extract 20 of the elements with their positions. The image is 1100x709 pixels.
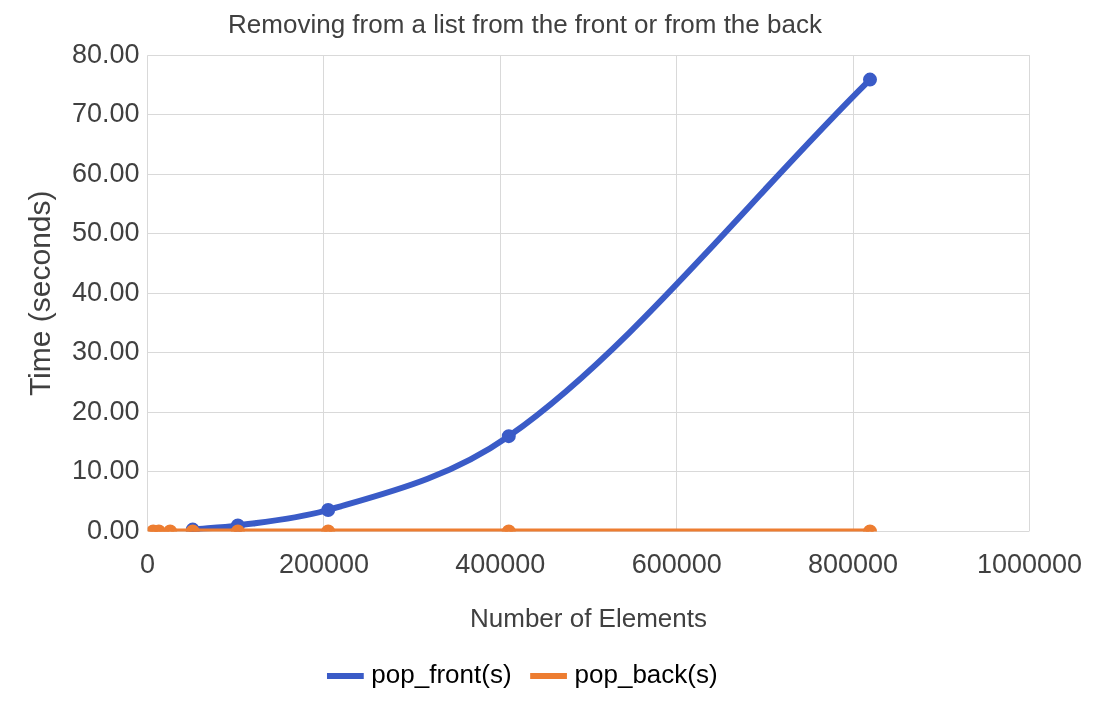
y-tick-label: 40.00 bbox=[71, 276, 140, 307]
legend-label: pop_back(s) bbox=[574, 659, 718, 690]
y-tick-label: 70.00 bbox=[71, 98, 140, 129]
y-tick-label: 0.00 bbox=[87, 514, 140, 545]
y-tick-label: 30.00 bbox=[71, 336, 140, 367]
y-tick-label: 80.00 bbox=[71, 38, 140, 69]
x-axis-title: Number of Elements bbox=[470, 602, 707, 633]
chart-title: Removing from a list from the front or from the back bbox=[228, 8, 823, 39]
x-tick-label: 0 bbox=[140, 549, 156, 580]
x-tick-label: 800000 bbox=[808, 549, 899, 580]
legend-label: pop_front(s) bbox=[371, 659, 512, 690]
y-tick-label: 20.00 bbox=[71, 395, 140, 426]
y-axis-title: Time (seconds) bbox=[23, 190, 57, 397]
x-tick-label: 600000 bbox=[631, 549, 722, 580]
y-tick-label: 50.00 bbox=[71, 217, 140, 248]
y-tick-label: 10.00 bbox=[71, 455, 140, 486]
y-tick-label: 60.00 bbox=[71, 157, 140, 188]
x-tick-label: 200000 bbox=[278, 549, 369, 580]
x-tick-label: 1000000 bbox=[976, 549, 1083, 580]
x-tick-label: 400000 bbox=[455, 549, 546, 580]
